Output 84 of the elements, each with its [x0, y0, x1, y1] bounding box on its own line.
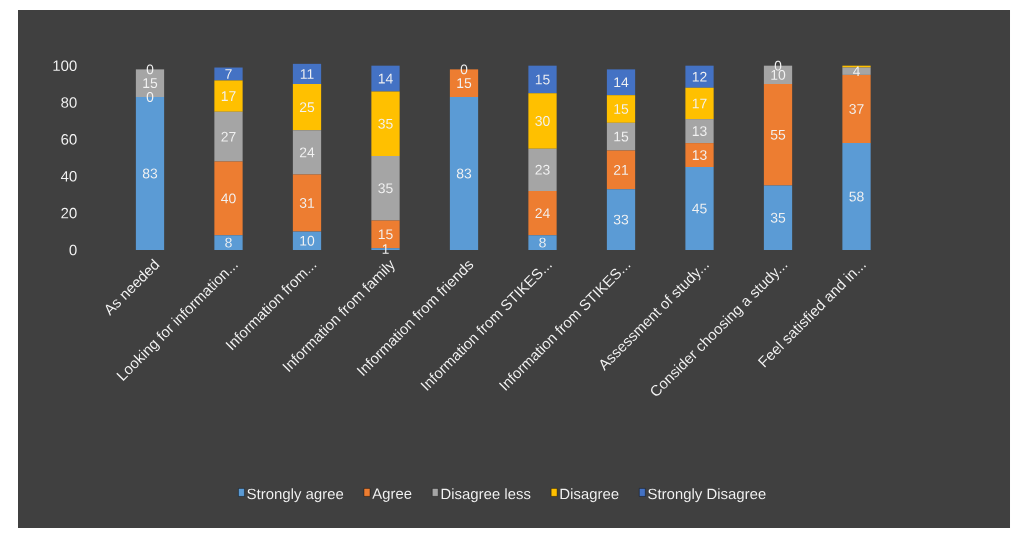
- data-label: 55: [770, 129, 786, 140]
- data-label: 14: [614, 77, 629, 88]
- bar: [292, 63, 322, 85]
- data-label: 10: [771, 69, 786, 80]
- data-label: 13: [692, 126, 707, 137]
- data-label: 24: [535, 208, 550, 218]
- bar: [292, 174, 322, 232]
- data-label: 25: [299, 102, 315, 113]
- bar: [606, 95, 636, 123]
- data-label: 45: [692, 203, 707, 214]
- bar: [606, 189, 636, 250]
- bar: [292, 130, 322, 175]
- bar: [214, 67, 243, 81]
- data-label: 11: [300, 69, 314, 79]
- data-label: 8: [225, 237, 232, 248]
- data-label: 40: [221, 193, 236, 204]
- data-label: 83: [456, 168, 472, 179]
- bar: [606, 122, 636, 151]
- data-label: 13: [692, 150, 707, 161]
- data-label: 27: [221, 131, 236, 142]
- bar: [842, 74, 871, 144]
- data-label: 30: [535, 116, 550, 126]
- bar: [685, 65, 714, 88]
- data-label: 35: [378, 183, 393, 194]
- bar: [371, 156, 400, 221]
- data-label: 7: [225, 69, 232, 79]
- bar: [842, 143, 871, 250]
- bar: [528, 148, 557, 192]
- data-label: 35: [770, 212, 786, 223]
- bar: [292, 84, 322, 131]
- data-label: 12: [692, 71, 707, 82]
- bar: [528, 191, 557, 236]
- bar: [214, 235, 243, 250]
- legend-label: Strongly agree: [247, 488, 344, 503]
- data-label: 15: [378, 229, 393, 240]
- bar: [214, 161, 243, 236]
- legend-label: Strongly Disagree: [648, 488, 766, 503]
- bar: [214, 111, 243, 162]
- data-label: 23: [535, 164, 550, 175]
- bar: [685, 119, 714, 144]
- bar: [214, 80, 243, 112]
- bar: [371, 65, 400, 92]
- data-label: 0: [146, 92, 154, 102]
- data-label: 15: [143, 78, 158, 89]
- y-tick-label: 100: [53, 60, 77, 71]
- bar: [528, 235, 557, 250]
- bar: [449, 97, 479, 250]
- data-label: 24: [299, 147, 315, 158]
- data-label: 1: [382, 244, 389, 254]
- data-label: 15: [614, 131, 629, 142]
- data-label: 83: [142, 168, 158, 179]
- bar: [685, 87, 714, 120]
- data-label: 15: [535, 74, 550, 85]
- data-label: 58: [849, 191, 864, 202]
- y-tick-label: 60: [61, 134, 77, 145]
- bar: [763, 185, 793, 250]
- legend-label: Disagree: [560, 488, 619, 503]
- data-label: 15: [614, 104, 629, 114]
- legend-label: Disagree less: [441, 488, 531, 503]
- data-label: 15: [457, 78, 472, 89]
- bar: [606, 69, 636, 96]
- bar: [528, 93, 557, 149]
- data-label: 14: [378, 73, 393, 84]
- bar: [371, 91, 400, 156]
- bar: [606, 150, 636, 190]
- data-label: 35: [378, 118, 393, 129]
- y-tick-label: 0: [69, 244, 77, 256]
- data-label: 17: [692, 98, 707, 109]
- data-label: 31: [299, 198, 315, 208]
- legend-label: Agree: [372, 488, 412, 502]
- y-tick-label: 80: [61, 97, 77, 108]
- data-label: 37: [849, 104, 864, 114]
- data-label: 21: [613, 164, 629, 175]
- data-label: 33: [613, 214, 629, 225]
- bar: [528, 65, 557, 94]
- bar: [685, 167, 714, 250]
- bar: [685, 143, 714, 168]
- data-label: 10: [300, 235, 315, 246]
- data-label: 4: [852, 66, 860, 77]
- data-label: 8: [539, 237, 546, 248]
- y-tick-label: 40: [60, 170, 77, 182]
- y-tick-label: 20: [61, 207, 77, 219]
- data-label: 17: [221, 91, 236, 101]
- bar: [763, 84, 793, 186]
